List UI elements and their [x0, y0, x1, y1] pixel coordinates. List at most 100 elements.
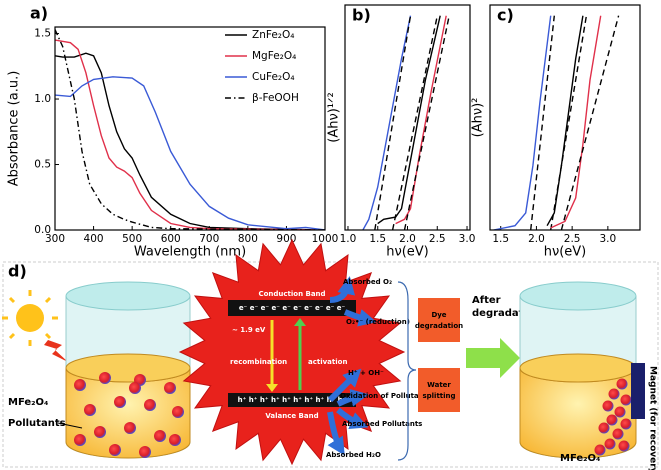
series-line [395, 15, 447, 225]
x-tick-label: 1.0 [340, 233, 357, 245]
particle [164, 382, 176, 394]
series-line [493, 15, 552, 230]
y-tick-label: 0.0 [34, 224, 51, 236]
recombination-label: recombination [230, 358, 287, 366]
particle [154, 430, 166, 442]
particle [608, 388, 620, 400]
x-tick-label: 2.5 [429, 233, 446, 245]
reaction-label: Absorbed Pollutants [342, 420, 422, 428]
reaction-label: Absorbed H₂O [326, 451, 381, 459]
particle [139, 446, 151, 458]
panel-frame [2, 261, 659, 468]
chart: b) hν(eV) (Ahν)¹ᐟ² 1.0 1.5 2.0 2.5 3.0 [327, 4, 476, 260]
product-box [418, 368, 460, 412]
series-line [362, 15, 412, 230]
chart: a) Wavelength (nm) Absorbance (a.u.) 300 400… [7, 4, 339, 260]
pollutants-label: Pollutants [8, 418, 66, 429]
bracket [397, 281, 417, 461]
x-tick-label: 3.0 [600, 233, 617, 245]
series-line [560, 15, 620, 230]
x-tick-label: 300 [45, 233, 65, 245]
pointer [57, 422, 83, 429]
legend-label: MgFe₂O₄ [252, 50, 296, 62]
panel-label: a) [30, 4, 48, 23]
x-tick-label: 2.5 [564, 233, 581, 245]
catalyst-label: MFe₂O₄ [560, 453, 600, 464]
magnet-label: Magnet (for recovery) [648, 366, 658, 470]
particle [602, 400, 614, 412]
starburst [178, 238, 406, 466]
product-label: splitting [422, 392, 455, 400]
plot-frame [54, 26, 326, 231]
plot-frame [489, 4, 641, 231]
product-label: degradation [415, 322, 463, 330]
reaction-label: O₂•⁻ (reduction) [346, 318, 410, 326]
product-box [418, 298, 460, 342]
y-axis-title: (Ahν)² [471, 98, 486, 138]
legend-label: CuFe₂O₄ [252, 71, 295, 83]
transition-label: After [472, 295, 501, 306]
x-axis-title: hν(eV) [386, 245, 429, 260]
series-line [377, 15, 441, 225]
x-tick-label: 600 [161, 233, 181, 245]
y-axis-title: (Ahν)¹ᐟ² [327, 92, 342, 142]
series-line [550, 15, 602, 229]
series-group [55, 29, 325, 230]
holes: h⁺ h⁺ h⁺ h⁺ h⁺ h⁺ h⁺ h⁺ h⁺ h⁺ [238, 396, 347, 404]
particle [129, 382, 141, 394]
particle [594, 444, 606, 456]
chart: c) hν(eV) (Ahν)² 1.5 2.0 2.5 3.0 [471, 4, 641, 260]
reaction-label: Absorbed O₂ [343, 278, 392, 286]
particle [606, 414, 618, 426]
reaction-arrows [327, 276, 377, 456]
vb-label: Valance Band [265, 412, 318, 420]
sun [2, 290, 68, 362]
product-label: Dye [431, 311, 446, 319]
series-line [55, 29, 325, 230]
series-group [493, 15, 620, 230]
particle [144, 399, 156, 411]
series-line [55, 76, 325, 230]
magnet [631, 363, 645, 419]
particle [618, 440, 630, 452]
arrowhead [266, 384, 278, 392]
legend-label: ZnFe₂O₄ [252, 29, 294, 41]
charts: a) Wavelength (nm) Absorbance (a.u.) 300 400… [7, 4, 641, 260]
particle [124, 422, 136, 434]
right-beaker [519, 281, 637, 459]
series-line [55, 52, 325, 230]
series-line [550, 15, 588, 230]
x-tick-label: 1.5 [369, 233, 386, 245]
band-gap: ~ 1.9 eV [232, 326, 266, 334]
x-tick-label: 500 [122, 233, 142, 245]
x-tick-label: 800 [238, 233, 258, 245]
x-tick-label: 700 [199, 233, 219, 245]
particle [94, 426, 106, 438]
x-tick-label: 1.5 [492, 233, 509, 245]
transition-arrow [466, 338, 520, 378]
x-tick-label: 3.0 [459, 233, 476, 245]
particle [74, 434, 86, 446]
plot-frame [344, 4, 471, 231]
particle [612, 428, 624, 440]
series-line [374, 15, 412, 230]
y-tick-label: 1.0 [34, 93, 51, 105]
product-label: Water [427, 381, 451, 389]
particle [620, 394, 632, 406]
particle [169, 434, 181, 446]
panel-label: d) [8, 262, 27, 281]
arrowhead [294, 318, 306, 326]
x-tick-label: 2.0 [528, 233, 545, 245]
particle [620, 418, 632, 430]
x-axis-title: hν(eV) [544, 245, 587, 260]
series-line [546, 15, 584, 227]
activation-label: activation [308, 358, 347, 366]
particle [74, 379, 86, 391]
y-tick-label: 1.5 [34, 28, 51, 40]
particle [114, 396, 126, 408]
conduction-band [228, 300, 356, 316]
panel-label: c) [497, 6, 514, 25]
series-line [391, 15, 438, 230]
y-tick-label: 0.5 [34, 159, 51, 171]
